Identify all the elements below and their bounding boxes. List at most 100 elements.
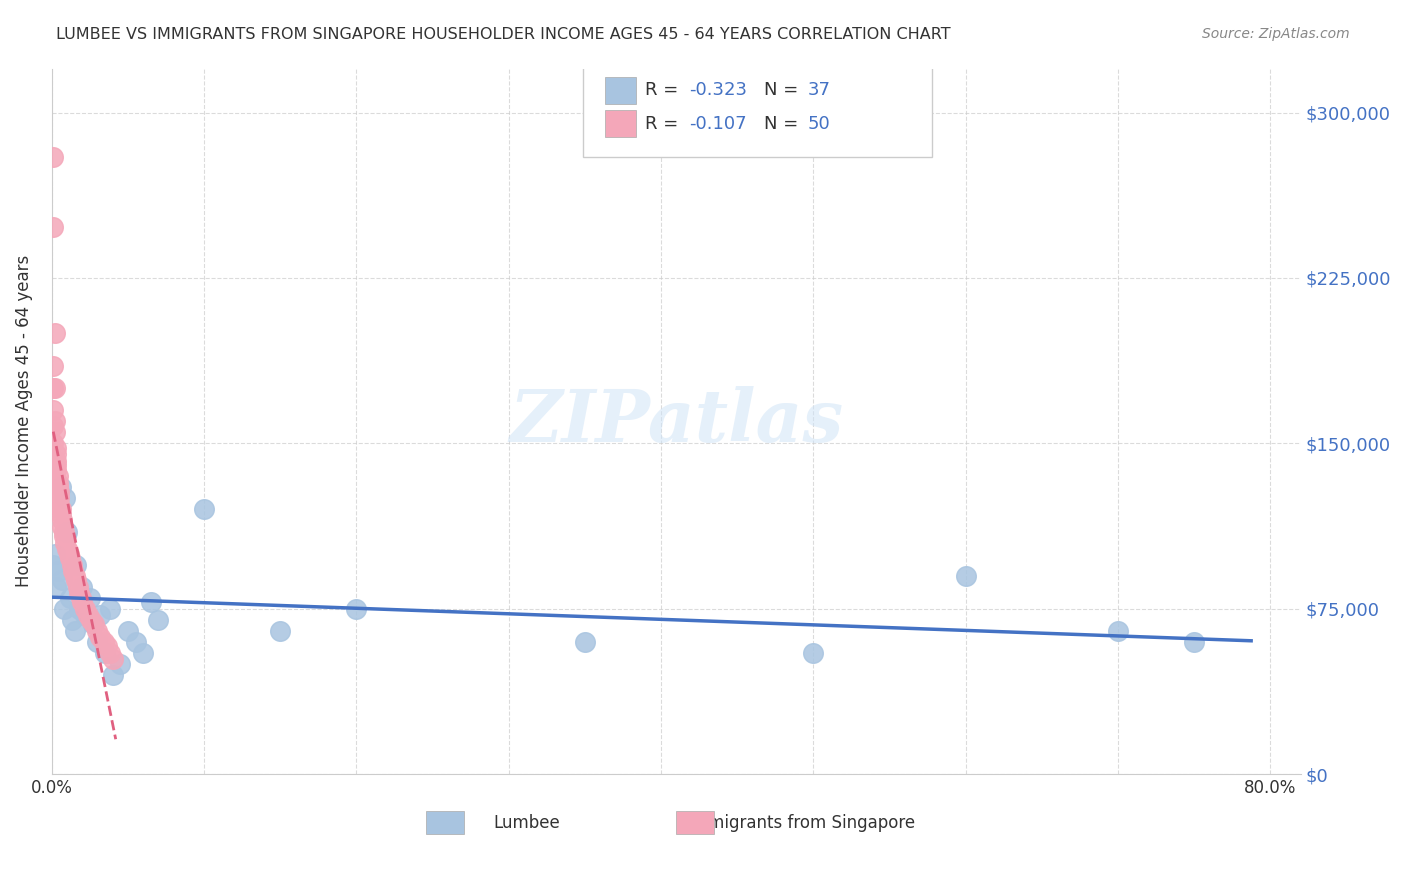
Point: [42, 220, 65, 235]
Point: [44, 381, 66, 395]
Point: [86, 624, 108, 638]
Point: [132, 646, 155, 660]
Point: [51, 520, 73, 534]
Point: [56, 542, 79, 557]
Text: -0.323: -0.323: [689, 81, 747, 99]
Point: [93, 634, 115, 648]
Point: [48, 484, 70, 499]
Point: [89, 608, 111, 623]
Point: [79, 591, 101, 605]
Point: [59, 551, 82, 566]
Point: [49, 480, 72, 494]
Point: [45, 447, 67, 461]
Point: [83, 617, 105, 632]
Text: 50: 50: [807, 114, 830, 133]
Text: R =: R =: [645, 114, 683, 133]
Point: [46, 475, 69, 490]
Point: [67, 601, 90, 615]
Point: [124, 634, 146, 648]
Point: [1182, 634, 1205, 648]
Point: [77, 608, 100, 623]
Point: [42, 418, 65, 433]
Point: [148, 613, 170, 627]
Point: [101, 652, 124, 666]
Point: [58, 547, 80, 561]
Point: [48, 564, 70, 578]
Point: [52, 529, 75, 543]
Text: ZIPatlas: ZIPatlas: [509, 385, 844, 457]
Point: [45, 580, 67, 594]
Point: [60, 558, 83, 572]
Text: Lumbee: Lumbee: [494, 814, 560, 832]
Point: [139, 595, 162, 609]
Point: [269, 624, 291, 638]
Point: [69, 591, 91, 605]
Point: [44, 425, 66, 440]
Text: N =: N =: [763, 81, 804, 99]
Point: [55, 535, 77, 549]
Point: [98, 601, 121, 615]
Point: [70, 595, 93, 609]
Text: -0.107: -0.107: [689, 114, 747, 133]
Point: [86, 634, 108, 648]
Point: [49, 507, 72, 521]
Point: [51, 513, 73, 527]
Point: [63, 568, 86, 582]
Point: [94, 646, 117, 660]
Point: [51, 573, 73, 587]
Text: Source: ZipAtlas.com: Source: ZipAtlas.com: [1202, 27, 1350, 41]
Point: [52, 524, 75, 539]
Point: [48, 498, 70, 512]
FancyBboxPatch shape: [426, 812, 464, 834]
Text: LUMBEE VS IMMIGRANTS FROM SINGAPORE HOUSEHOLDER INCOME AGES 45 - 64 YEARS CORREL: LUMBEE VS IMMIGRANTS FROM SINGAPORE HOUS…: [56, 27, 950, 42]
Point: [52, 601, 75, 615]
Point: [117, 624, 139, 638]
Text: Immigrants from Singapore: Immigrants from Singapore: [688, 814, 915, 832]
Point: [42, 381, 65, 395]
Point: [66, 580, 89, 594]
Point: [955, 568, 977, 582]
Point: [44, 326, 66, 340]
Point: [42, 558, 65, 572]
Point: [45, 454, 67, 468]
Point: [574, 634, 596, 648]
FancyBboxPatch shape: [676, 812, 714, 834]
Point: [193, 502, 215, 516]
Point: [65, 573, 87, 587]
Point: [46, 480, 69, 494]
Point: [42, 150, 65, 164]
Point: [45, 441, 67, 455]
Point: [67, 586, 90, 600]
Point: [44, 547, 66, 561]
Point: [55, 491, 77, 506]
Point: [65, 558, 87, 572]
Point: [56, 524, 79, 539]
Point: [344, 601, 367, 615]
Point: [44, 414, 66, 428]
Point: [110, 657, 132, 671]
Point: [80, 613, 103, 627]
FancyBboxPatch shape: [605, 110, 637, 137]
FancyBboxPatch shape: [582, 62, 932, 157]
Point: [46, 469, 69, 483]
Text: R =: R =: [645, 81, 683, 99]
Point: [98, 646, 121, 660]
Text: 37: 37: [807, 81, 831, 99]
Point: [101, 668, 124, 682]
Point: [82, 617, 104, 632]
Point: [48, 491, 70, 506]
Point: [42, 403, 65, 417]
Point: [59, 591, 82, 605]
Point: [45, 458, 67, 473]
Point: [75, 608, 97, 623]
Point: [63, 624, 86, 638]
Point: [60, 613, 83, 627]
Y-axis label: Householder Income Ages 45 - 64 years: Householder Income Ages 45 - 64 years: [15, 255, 32, 588]
Point: [801, 646, 824, 660]
Point: [89, 630, 111, 644]
FancyBboxPatch shape: [605, 77, 637, 103]
Point: [62, 564, 84, 578]
Point: [42, 436, 65, 450]
Point: [42, 359, 65, 373]
Point: [49, 502, 72, 516]
